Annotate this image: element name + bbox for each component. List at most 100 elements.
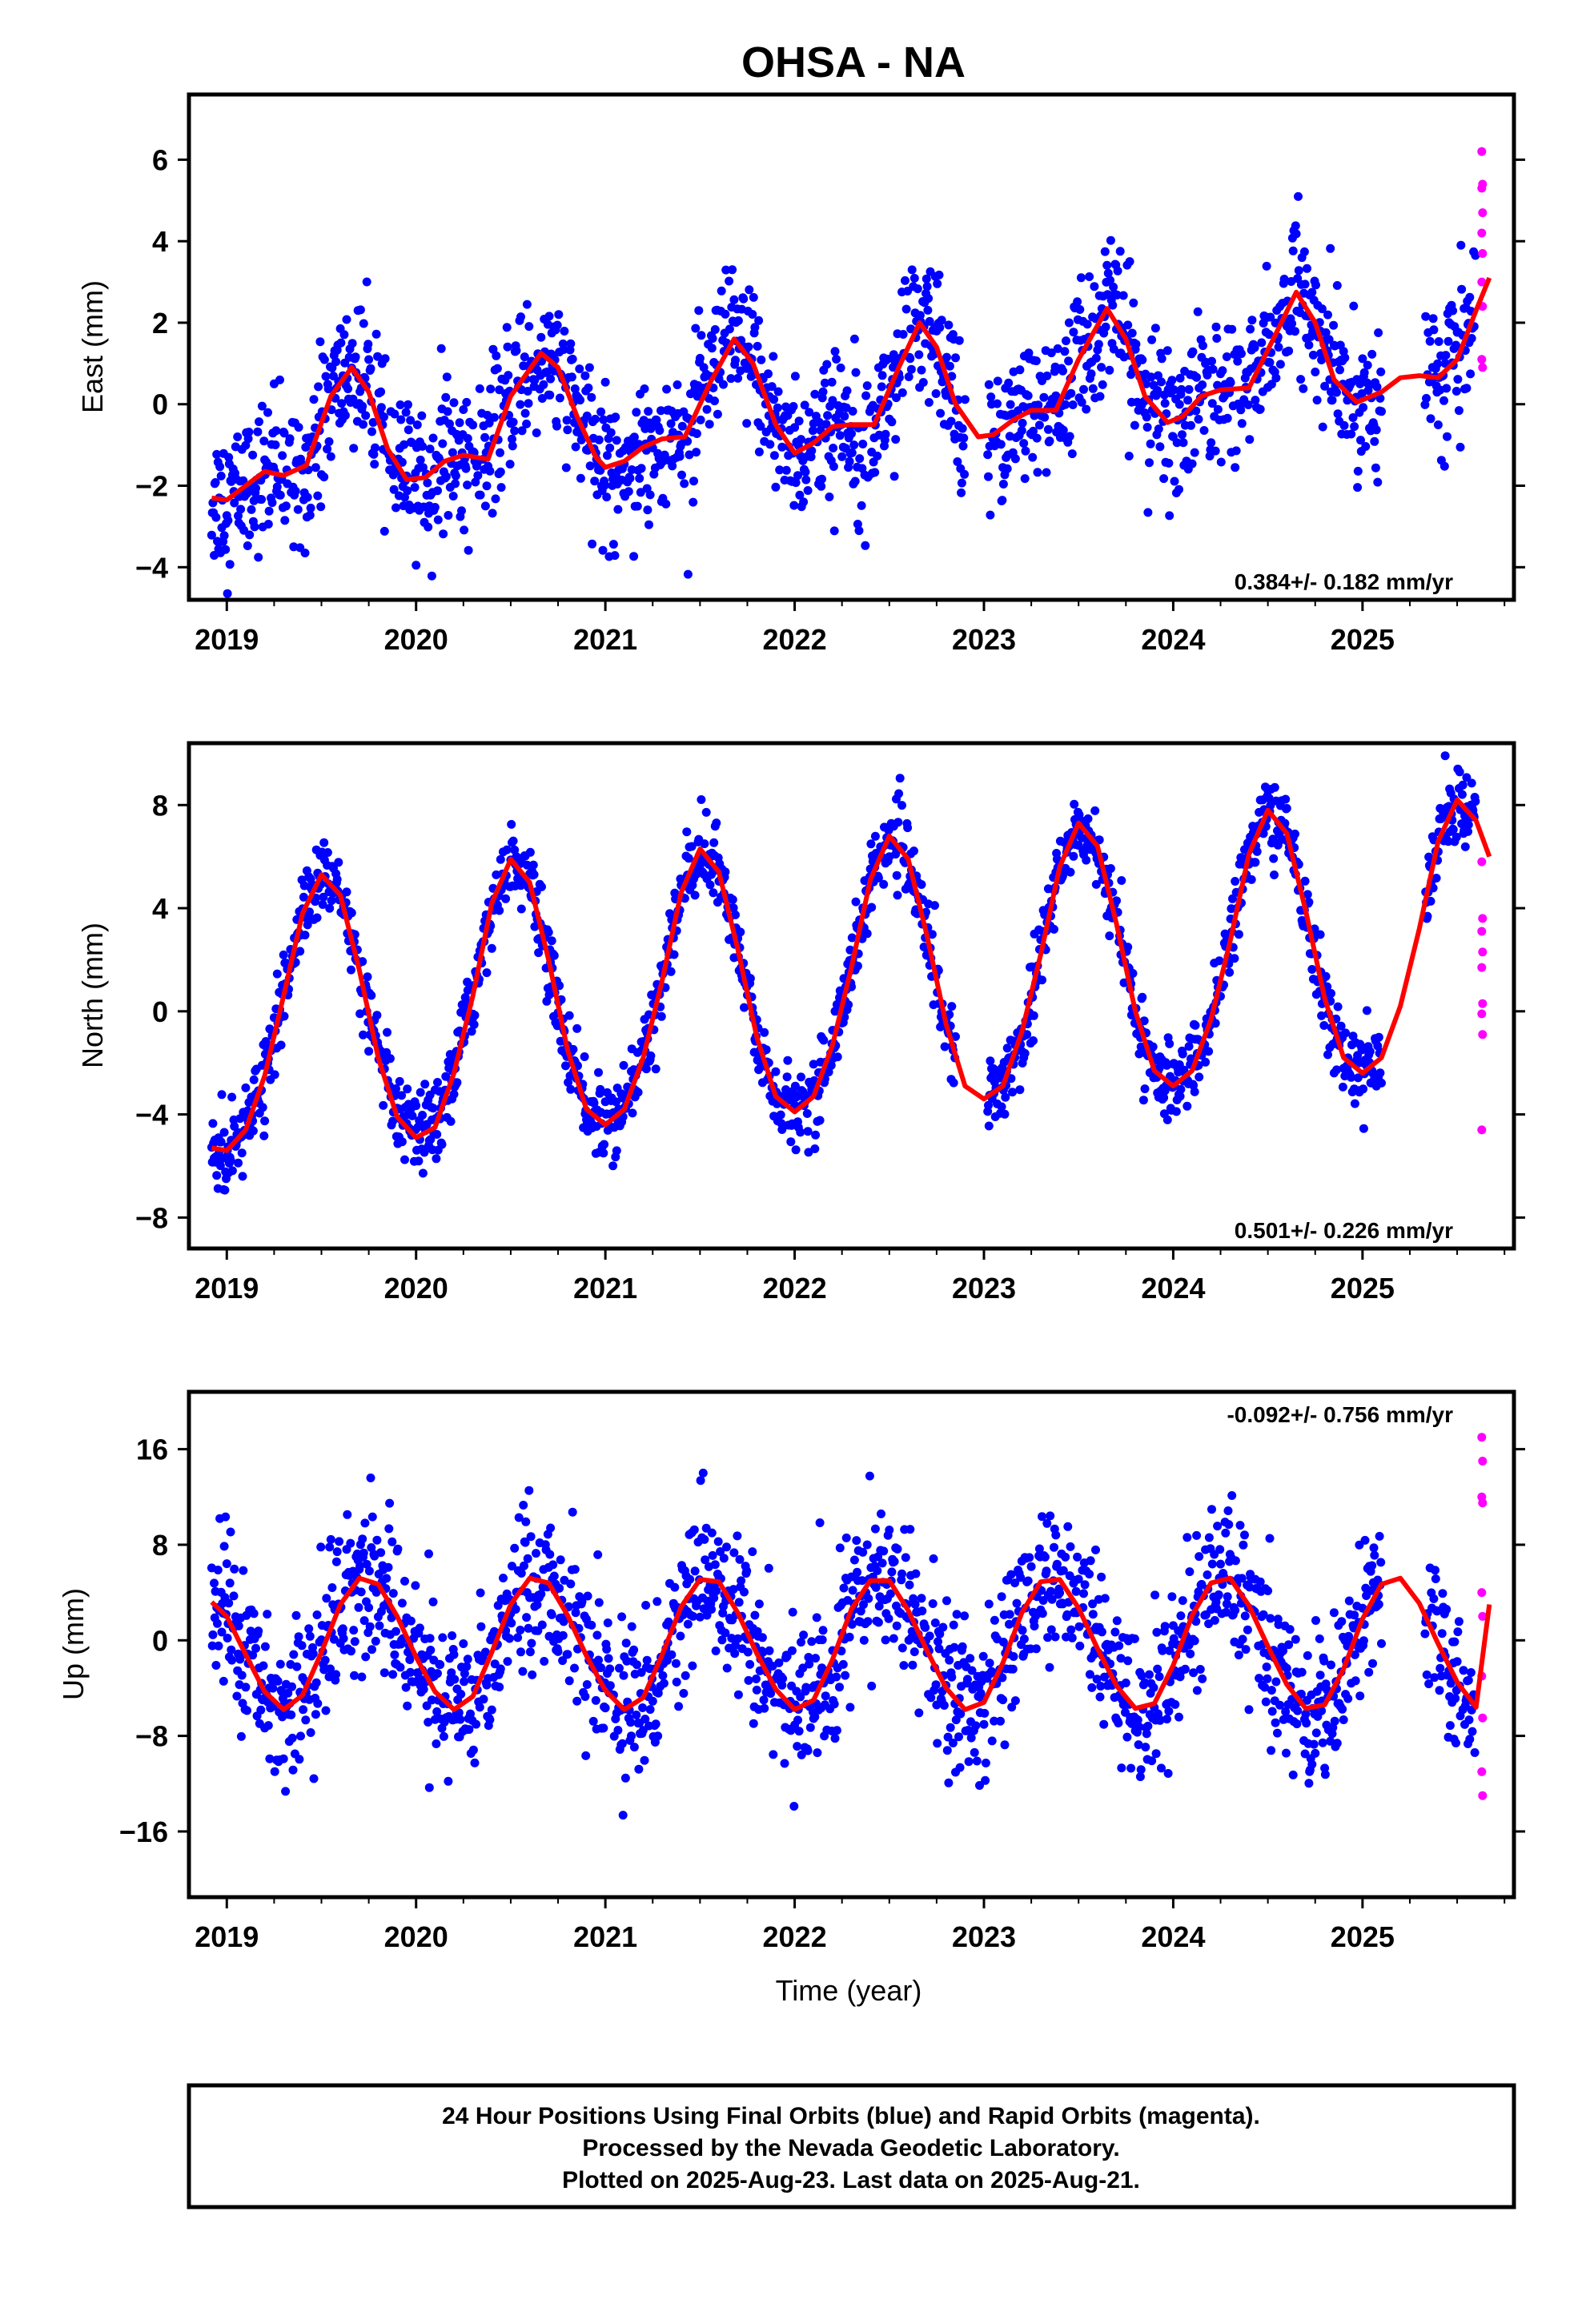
final-orbit-point xyxy=(537,882,546,891)
final-orbit-point xyxy=(1052,1559,1062,1569)
final-orbit-point xyxy=(972,1756,982,1766)
final-orbit-point xyxy=(466,1709,475,1719)
final-orbit-point xyxy=(1236,405,1246,415)
final-orbit-point xyxy=(1109,282,1118,292)
final-orbit-point xyxy=(1190,1636,1199,1646)
final-orbit-point xyxy=(679,1689,689,1698)
final-orbit-point xyxy=(844,1000,853,1010)
final-orbit-point xyxy=(1030,1622,1039,1630)
final-orbit-point xyxy=(397,1091,407,1100)
final-orbit-point xyxy=(849,440,859,450)
final-orbit-point xyxy=(1097,1627,1106,1637)
final-orbit-point xyxy=(1125,257,1134,267)
final-orbit-point xyxy=(1362,1006,1371,1015)
final-orbit-point xyxy=(908,1660,917,1670)
final-orbit-point xyxy=(889,1634,898,1643)
final-orbit-point xyxy=(832,1672,841,1682)
final-orbit-point xyxy=(1176,1611,1186,1621)
final-orbit-point xyxy=(892,870,901,880)
final-orbit-point xyxy=(1216,1559,1225,1569)
final-orbit-point xyxy=(1069,851,1078,861)
final-orbit-point xyxy=(512,346,521,356)
y-tick-label: 8 xyxy=(152,789,168,822)
final-orbit-point xyxy=(219,1128,229,1137)
final-orbit-point xyxy=(807,446,817,456)
final-orbit-point xyxy=(396,1663,405,1672)
final-orbit-point xyxy=(331,357,341,367)
final-orbit-point xyxy=(1005,1610,1014,1619)
final-orbit-point xyxy=(736,927,745,937)
final-orbit-point xyxy=(1195,1072,1204,1082)
final-orbit-point xyxy=(211,1661,221,1670)
final-orbit-point xyxy=(403,486,412,496)
final-orbit-point xyxy=(309,1774,319,1783)
final-orbit-point xyxy=(702,404,712,414)
final-orbit-point xyxy=(451,479,460,489)
final-orbit-point xyxy=(877,371,887,380)
final-orbit-point xyxy=(862,929,872,939)
final-orbit-point xyxy=(990,1615,999,1625)
final-orbit-point xyxy=(295,1755,304,1764)
final-orbit-point xyxy=(1211,446,1220,456)
final-orbit-point xyxy=(845,1703,855,1712)
final-orbit-point xyxy=(931,389,941,398)
final-orbit-point xyxy=(996,440,1006,449)
final-orbit-point xyxy=(1105,365,1114,375)
final-orbit-point xyxy=(709,1593,719,1602)
final-orbit-point xyxy=(314,382,323,392)
final-orbit-point xyxy=(1038,975,1046,985)
final-orbit-point xyxy=(1226,378,1235,388)
final-orbit-point xyxy=(1123,943,1133,952)
final-orbit-point xyxy=(1448,306,1458,316)
final-orbit-point xyxy=(599,415,608,424)
final-orbit-point xyxy=(543,367,552,376)
final-orbit-point xyxy=(347,908,356,918)
final-orbit-point xyxy=(749,292,758,302)
final-orbit-point xyxy=(473,471,483,480)
final-orbit-point xyxy=(1234,1651,1243,1660)
final-orbit-point xyxy=(367,1645,376,1655)
final-orbit-point xyxy=(321,372,331,381)
final-orbit-point xyxy=(1167,1592,1177,1602)
final-orbit-point xyxy=(544,312,554,321)
final-orbit-point xyxy=(1077,397,1086,407)
final-orbit-point xyxy=(698,1468,708,1478)
final-orbit-point xyxy=(877,1509,885,1518)
final-orbit-point xyxy=(496,854,505,864)
final-orbit-point xyxy=(794,416,804,426)
final-orbit-point xyxy=(1426,414,1435,424)
final-orbit-point xyxy=(945,1655,954,1665)
final-orbit-point xyxy=(334,858,343,867)
final-orbit-point xyxy=(208,1119,218,1128)
final-orbit-point xyxy=(1180,1664,1190,1674)
final-orbit-point xyxy=(1231,463,1240,472)
final-orbit-point xyxy=(255,417,263,427)
final-orbit-point xyxy=(840,412,849,421)
final-orbit-point xyxy=(710,325,720,334)
final-orbit-point xyxy=(685,1574,695,1584)
final-orbit-point xyxy=(1457,790,1467,799)
final-orbit-point xyxy=(1095,1692,1105,1702)
final-orbit-point xyxy=(309,395,319,404)
final-orbit-point xyxy=(987,1736,997,1746)
final-orbit-point xyxy=(944,1778,954,1787)
final-orbit-point xyxy=(909,1647,919,1657)
final-orbit-point xyxy=(681,1671,690,1680)
final-orbit-point xyxy=(584,383,593,392)
final-orbit-point xyxy=(271,440,280,449)
final-orbit-point xyxy=(516,1569,526,1578)
final-orbit-point xyxy=(769,1750,778,1759)
final-orbit-point xyxy=(913,284,922,294)
final-orbit-point xyxy=(1191,406,1201,416)
final-orbit-point xyxy=(227,1645,236,1655)
final-orbit-point xyxy=(312,1610,322,1619)
final-orbit-point xyxy=(366,364,375,373)
final-orbit-point xyxy=(338,1624,347,1634)
final-orbit-point xyxy=(629,1743,639,1752)
final-orbit-point xyxy=(745,974,755,983)
final-orbit-point xyxy=(1462,773,1472,782)
final-orbit-point xyxy=(239,1566,248,1575)
final-orbit-point xyxy=(641,1601,651,1610)
final-orbit-point xyxy=(367,427,376,436)
final-orbit-point xyxy=(248,1651,258,1660)
